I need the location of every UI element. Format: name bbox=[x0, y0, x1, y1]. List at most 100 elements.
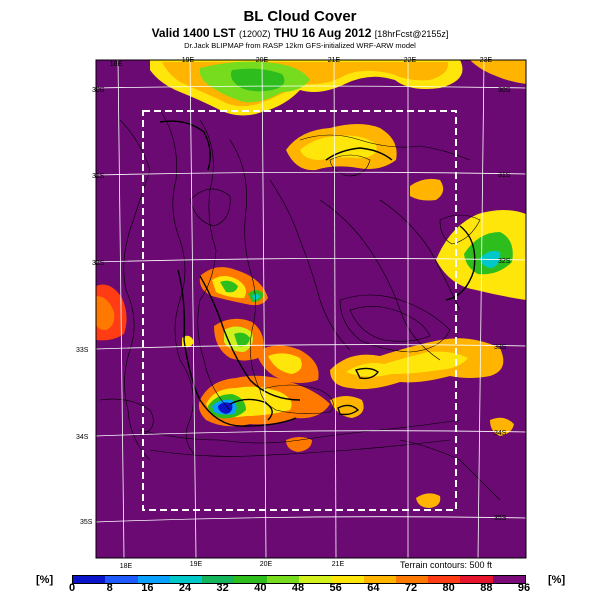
cloud-patch-north-green-dark bbox=[230, 68, 285, 92]
parallel-line bbox=[96, 344, 526, 350]
lat-label-right: 32S bbox=[498, 258, 511, 265]
contour-line bbox=[119, 119, 151, 461]
colorbar-tick-label: 16 bbox=[141, 582, 154, 594]
contour-line bbox=[189, 188, 231, 227]
contour-line bbox=[149, 439, 451, 457]
meridian-line bbox=[117, 60, 125, 558]
colorbar-tick-label: 24 bbox=[178, 582, 192, 594]
cloud-patch-small-cyan bbox=[252, 294, 260, 300]
contour-line bbox=[197, 119, 231, 411]
colorbar-tick-label: 88 bbox=[480, 582, 493, 594]
lat-label-right: 35S bbox=[494, 515, 507, 522]
contour-line bbox=[229, 139, 261, 391]
colorbar-tick-label: 0 bbox=[68, 582, 76, 594]
colorbar-segment bbox=[428, 576, 461, 583]
contour-line-bold bbox=[354, 367, 379, 380]
contour-line-bold bbox=[229, 398, 273, 421]
parallel-line bbox=[96, 85, 526, 89]
colorbar-segment bbox=[298, 576, 332, 583]
cloud-patch-central-north-green bbox=[220, 280, 238, 293]
lat-lon-grid bbox=[96, 60, 526, 558]
lat-label-right: 31S bbox=[498, 172, 511, 179]
lat-label-left: 34S bbox=[76, 434, 89, 441]
terrain-contour-note: Terrain contours: 500 ft bbox=[400, 560, 493, 570]
contour-line-bold bbox=[337, 404, 360, 416]
inner-domain-box bbox=[142, 110, 457, 511]
colorbar-segment bbox=[492, 576, 525, 583]
cloud-patch-upper-mid-core bbox=[300, 135, 377, 160]
valid-utc: (1200Z) bbox=[238, 29, 271, 39]
lat-label-left: 33S bbox=[76, 347, 89, 354]
lat-label-left: 35S bbox=[80, 519, 93, 526]
contour-line bbox=[269, 179, 351, 351]
parallel-line bbox=[96, 171, 526, 176]
cloud-patch-mid-ribbon-core bbox=[268, 353, 302, 374]
meridian-line bbox=[189, 60, 197, 558]
cloud-patch-central-mid-green bbox=[234, 332, 250, 347]
valid-main: Valid 1400 LST bbox=[151, 26, 236, 40]
valid-time: Valid 1400 LST (1200Z) THU 16 Aug 2012 [… bbox=[0, 26, 600, 40]
cloud-patch-south-central-blue bbox=[218, 402, 233, 414]
contour-line bbox=[99, 398, 154, 437]
colorbar-segment bbox=[363, 576, 396, 583]
contour-line bbox=[379, 199, 461, 311]
lon-label-top: 18E bbox=[110, 61, 123, 68]
lat-label-left: 30S bbox=[92, 87, 105, 94]
lon-label-bottom: 18E bbox=[120, 563, 133, 570]
colorbar-segment bbox=[169, 576, 203, 583]
lon-label-bottom: 20E bbox=[260, 561, 273, 568]
contour-line bbox=[339, 294, 451, 353]
lon-label-bottom: 21E bbox=[332, 561, 345, 568]
valid-day: THU 16 Aug 2012 bbox=[273, 26, 372, 40]
colorbar-tick-label: 32 bbox=[216, 582, 229, 594]
colorbar-segment bbox=[137, 576, 170, 583]
contour-line bbox=[439, 214, 481, 245]
lat-label-left: 32S bbox=[92, 260, 105, 267]
colorbar-segment bbox=[331, 576, 364, 583]
colorbar-tick-label: 80 bbox=[442, 582, 455, 594]
parallel-line bbox=[96, 516, 526, 523]
cloud-patch-right-upper bbox=[410, 178, 444, 201]
parallel-line bbox=[96, 430, 526, 437]
parallel-line bbox=[96, 258, 526, 263]
contour-line bbox=[349, 306, 431, 342]
map-border bbox=[95, 59, 527, 559]
colorbar-tick-label: 48 bbox=[291, 582, 305, 594]
colorbar-tick-label: 40 bbox=[254, 582, 267, 594]
colorbar-tick-label: 64 bbox=[367, 582, 380, 594]
colorbar-tick-labels: 0 8 16 24 32 40 48 56 64 72 80 88 96 bbox=[68, 582, 530, 598]
lat-label-right: 33S bbox=[494, 344, 507, 351]
colorbar-segment bbox=[266, 576, 299, 583]
contour-line bbox=[159, 109, 197, 457]
colorbar-tick-label: 8 bbox=[106, 582, 113, 594]
colorbar-segment bbox=[460, 576, 493, 583]
contour-line bbox=[399, 439, 501, 501]
colorbar-segment bbox=[202, 576, 235, 583]
colorbar-segment bbox=[234, 576, 267, 583]
chart-title: BL Cloud Cover bbox=[243, 8, 357, 25]
colorbar-unit-right: [%] bbox=[548, 574, 566, 586]
meridian-line bbox=[261, 60, 267, 558]
lon-label-bottom: 19E bbox=[190, 561, 203, 568]
colorbar-unit-left: [%] bbox=[36, 574, 54, 586]
colorbar-segment bbox=[395, 576, 429, 583]
colorbar bbox=[72, 575, 526, 584]
contour-line bbox=[139, 419, 461, 444]
forecast-info: [18hrFcst@2155z] bbox=[374, 29, 449, 39]
colorbar-segment bbox=[105, 576, 138, 583]
cloud-patches bbox=[96, 60, 526, 508]
terrain-contours bbox=[99, 109, 501, 501]
lat-label-right: 30S bbox=[498, 87, 511, 94]
contour-line-bold bbox=[199, 275, 301, 401]
terrain-contours-bold bbox=[159, 120, 476, 427]
contour-line-bold bbox=[159, 120, 211, 171]
colorbar-tick-label: 72 bbox=[404, 582, 418, 594]
lat-label-right: 34S bbox=[494, 430, 507, 437]
meridian-line bbox=[333, 60, 337, 558]
contour-line bbox=[299, 134, 471, 161]
colorbar-segment bbox=[73, 576, 106, 583]
model-credit: Dr.Jack BLIPMAP from RASP 12km GFS-initi… bbox=[184, 41, 416, 50]
cloud-patch-west-orange bbox=[96, 296, 115, 330]
lat-label-left: 31S bbox=[92, 173, 105, 180]
